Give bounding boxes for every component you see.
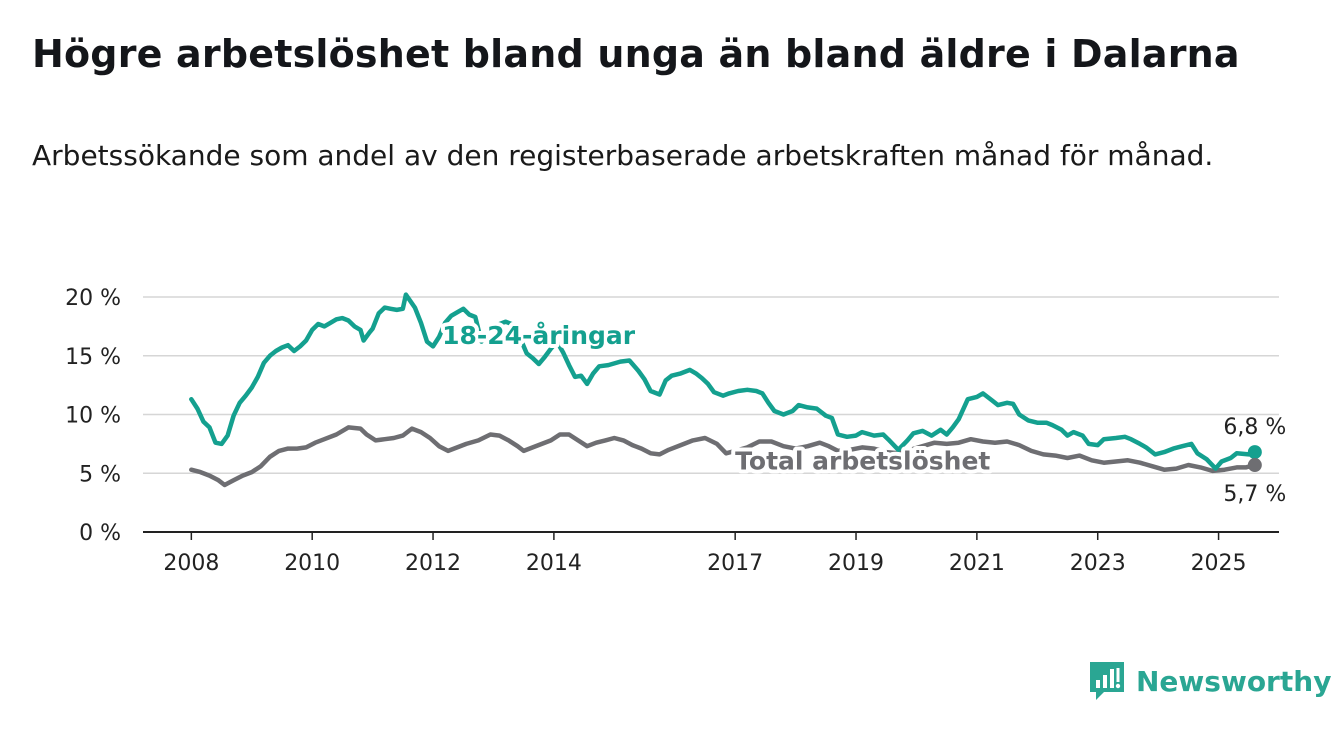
series-label-total: Total arbetslöshet — [735, 447, 990, 476]
series-line-youth — [189, 292, 1258, 471]
y-tick-label: 20 % — [65, 286, 121, 311]
x-tick-label: 2008 — [163, 551, 219, 576]
y-tick-label: 10 % — [65, 404, 121, 429]
x-tick-label: 2019 — [828, 551, 884, 576]
y-tick-label: 15 % — [65, 345, 121, 370]
y-tick-label: 0 % — [79, 521, 121, 546]
chart-subtitle: Arbetssökande som andel av den registerb… — [32, 139, 1214, 172]
x-tick-label: 2023 — [1070, 551, 1126, 576]
gridlines — [143, 296, 1279, 474]
series-lines — [189, 292, 1258, 488]
end-label-total: 5,7 % — [1223, 482, 1286, 507]
newsworthy-logo-icon — [1090, 662, 1124, 700]
x-tick-label: 2025 — [1191, 551, 1247, 576]
series-label-youth: 18-24-åringar — [442, 321, 636, 350]
brand-logo: Newsworthy — [1088, 660, 1331, 702]
x-tick-label: 2012 — [405, 551, 461, 576]
x-tick-label: 2021 — [949, 551, 1005, 576]
chart-title: Högre arbetslöshet bland unga än bland ä… — [32, 32, 1240, 76]
end-label-youth: 6,8 % — [1223, 415, 1286, 440]
x-tick-label: 2017 — [707, 551, 763, 576]
x-tick-label: 2014 — [526, 551, 582, 576]
series-line-total — [189, 425, 1258, 488]
y-tick-label: 5 % — [79, 462, 121, 487]
x-axis: 2008 2010 2012 2014 2017 2019 2021 2023 2025 — [143, 531, 1279, 576]
x-tick-label: 2010 — [284, 551, 340, 576]
brand-name: Newsworthy — [1136, 664, 1332, 698]
end-marker-total — [1247, 458, 1262, 473]
end-marker-youth — [1247, 445, 1262, 460]
y-axis-ticks: 0 % 5 % 10 % 15 % 20 % — [65, 286, 121, 546]
series-labels: 18-24-åringar Total arbetslöshet 6,8 % 5,7 … — [438, 317, 1286, 507]
